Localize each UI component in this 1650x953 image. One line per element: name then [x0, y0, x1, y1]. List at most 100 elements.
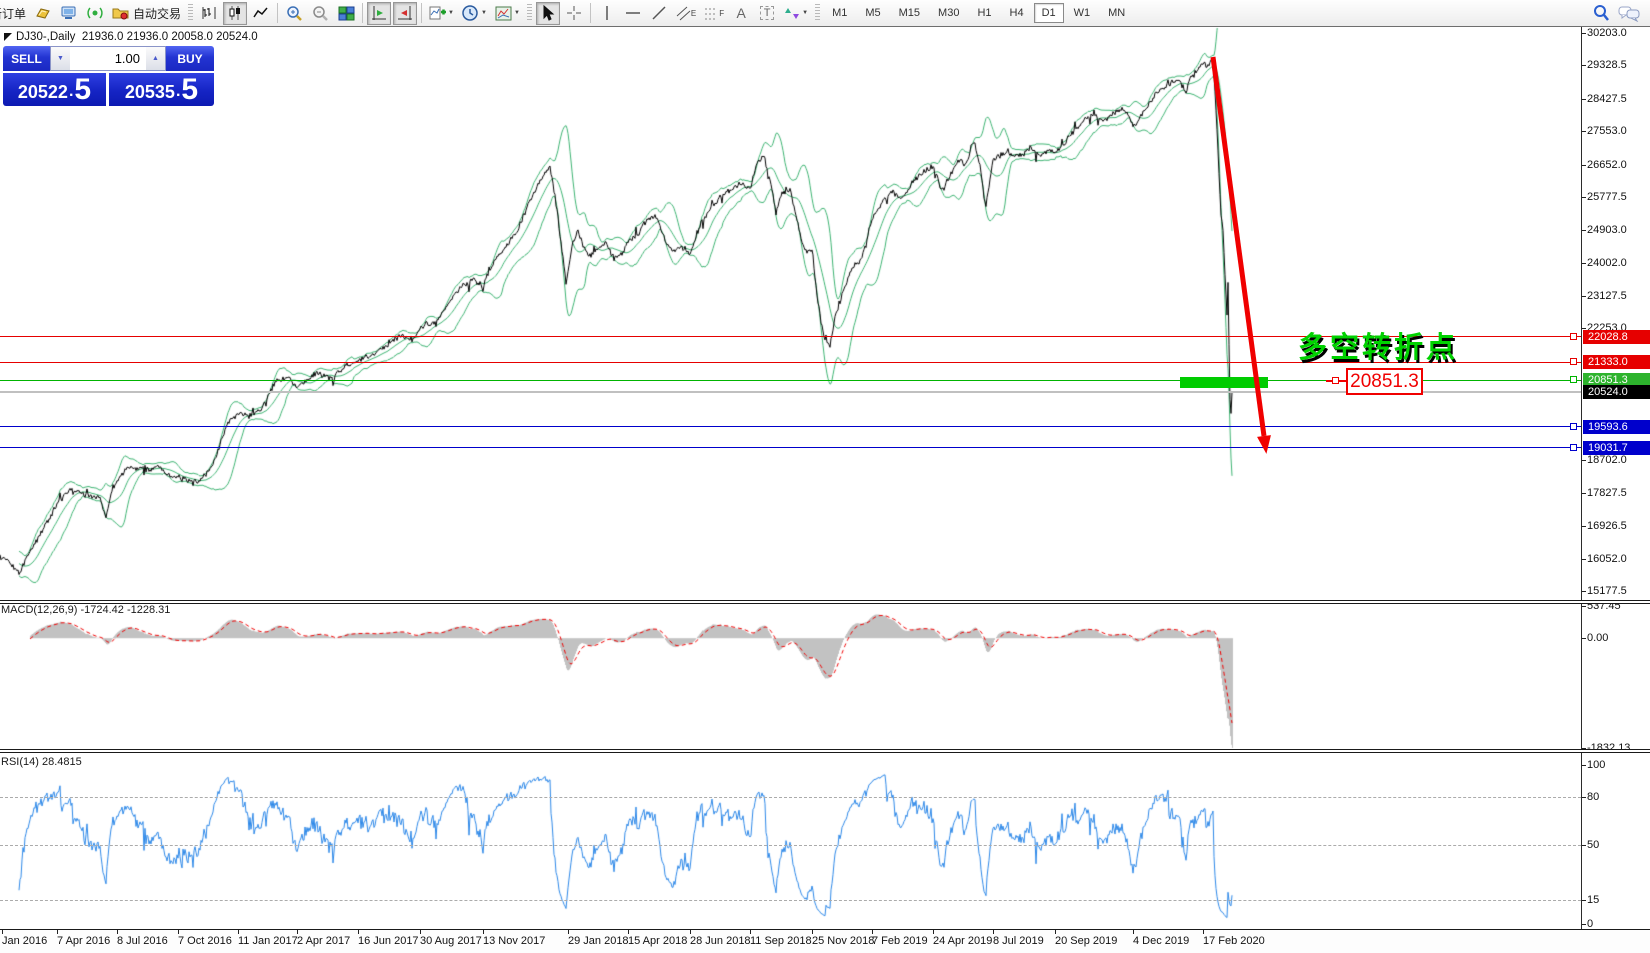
toolbar-right-group	[1588, 2, 1644, 25]
rsi-name: RSI(14)	[1, 756, 39, 768]
annotation-text[interactable]: 多空转折点	[1298, 332, 1459, 364]
auto-scroll-button[interactable]	[393, 1, 418, 25]
zoom-out-button[interactable]	[308, 2, 332, 25]
date-axis-tick	[933, 930, 934, 934]
line-end-marker	[1570, 332, 1577, 340]
date-axis-tick	[628, 930, 629, 934]
signals-icon[interactable]	[83, 2, 107, 25]
date-axis-label: 17 Feb 2020	[1203, 935, 1265, 947]
date-axis-label: 16 Jun 2017	[358, 935, 419, 947]
rsi-axis-tick	[1581, 796, 1586, 798]
zoom-in-button[interactable]	[282, 2, 306, 25]
volume-increase-button[interactable]: ▲	[146, 47, 165, 70]
new-order-button[interactable]: 新订单	[0, 2, 29, 25]
buy-price-display[interactable]: 20535 . 5	[109, 73, 214, 106]
timeframe-button-m5[interactable]: M5	[865, 7, 881, 19]
horizontal-line-object[interactable]	[0, 361, 1581, 363]
trendline-button[interactable]	[647, 2, 671, 25]
toolbar-separator	[277, 3, 279, 23]
price-tag: 20851.3	[1583, 373, 1650, 388]
horizontal-line-object[interactable]	[0, 447, 1581, 449]
date-axis-tick	[568, 930, 569, 934]
crosshair-button[interactable]	[562, 2, 586, 25]
vertical-line-button[interactable]	[595, 2, 619, 25]
fibonacci-button[interactable]: F	[701, 2, 727, 25]
horizontal-line-object[interactable]	[0, 379, 1581, 381]
volume-input[interactable]	[70, 47, 146, 70]
date-axis-label: 25 Nov 2018	[812, 935, 875, 947]
line-chart-button[interactable]	[249, 2, 273, 25]
sell-button[interactable]: SELL	[3, 46, 50, 71]
timeframe-button-w1[interactable]: W1	[1073, 7, 1091, 19]
date-axis-tick	[812, 930, 813, 934]
macd-value-main: -1724.42	[80, 604, 124, 616]
search-button[interactable]	[1589, 2, 1613, 25]
timeframe-button-m15[interactable]: M15	[898, 7, 921, 19]
rsi-label: RSI(14) 28.4815	[1, 756, 82, 768]
timeframe-button-h1[interactable]: H1	[977, 7, 992, 19]
templates-button[interactable]: ▼	[492, 2, 523, 25]
horizontal-line-object[interactable]	[0, 426, 1581, 428]
date-axis-tick	[238, 930, 239, 934]
fibo-f-glyph: F	[719, 8, 725, 18]
sell-price-display[interactable]: 20522 . 5	[3, 73, 106, 106]
buy-button[interactable]: BUY	[166, 46, 214, 71]
date-axis-label: 30 Aug 2017	[420, 935, 482, 947]
date-axis-tick	[297, 930, 298, 934]
chat-bubbles-icon	[1618, 6, 1640, 22]
toolbar-grip[interactable]	[815, 4, 821, 22]
date-axis[interactable]: Jan 2016 7 Apr 2016 8 Jul 2016 7 Oct 2016 11…	[0, 929, 1650, 953]
timeframe-button-h4[interactable]: H4	[1009, 7, 1024, 19]
horizontal-line-object[interactable]	[0, 391, 1581, 394]
timeframe-button-m1[interactable]: M1	[832, 7, 848, 19]
chart-shift-button[interactable]	[367, 1, 392, 25]
cursor-button[interactable]	[535, 1, 560, 25]
horizontal-line-button[interactable]	[621, 2, 645, 25]
horizontal-line-object[interactable]	[0, 336, 1581, 338]
timeframe-button-m30[interactable]: M30	[938, 7, 960, 19]
macd-name: MACD(12,26,9)	[1, 604, 78, 616]
timeframe-button-mn[interactable]: MN	[1108, 7, 1126, 19]
equidistant-channel-button[interactable]: E	[673, 2, 699, 25]
timeframe-group: M1 M5 M15 M30 H1 H4 D1 W1 MN	[823, 3, 1134, 23]
text-button[interactable]: A	[729, 2, 753, 25]
rsi-pane-separator[interactable]	[0, 749, 1650, 753]
text-label-button[interactable]: T	[755, 2, 779, 25]
macd-pane-separator[interactable]	[0, 600, 1650, 604]
channel-icon	[676, 6, 691, 20]
date-axis-label: 7 Apr 2016	[57, 935, 111, 947]
crosshair-icon	[566, 6, 581, 20]
volume-decrease-button[interactable]: ▼	[51, 47, 70, 70]
new-order-label: 新订单	[0, 6, 27, 21]
rsi-level-line	[0, 796, 1581, 798]
date-axis-label: 8 Jul 2016	[117, 935, 168, 947]
price-callout-box[interactable]: 20851.3	[1346, 368, 1423, 395]
bar-chart-button[interactable]	[197, 2, 221, 25]
mql5-community-icon[interactable]	[57, 2, 81, 25]
one-click-trading-panel: SELL ▼ ▲ BUY 20522 . 5 20535 . 5	[3, 46, 214, 106]
line-end-marker	[1570, 422, 1577, 430]
price-axis-label: 26652.0	[1587, 158, 1627, 171]
chart-area[interactable]	[0, 27, 1581, 932]
periods-button[interactable]: ▼	[459, 2, 490, 25]
auto-trading-button[interactable]: 自动交易	[109, 2, 184, 25]
date-axis-label: 2 Apr 2017	[297, 935, 351, 947]
arrows-button[interactable]: ▼	[781, 2, 811, 25]
green-highlight-bar[interactable]	[1180, 377, 1268, 388]
tile-windows-button[interactable]	[334, 2, 358, 25]
price-axis-tick	[1581, 65, 1586, 67]
vertical-line-icon	[606, 6, 608, 20]
chat-button[interactable]	[1615, 2, 1643, 25]
callout-anchor-square	[1332, 377, 1339, 384]
toolbar-grip[interactable]	[188, 4, 194, 22]
price-macd-rsi-canvas[interactable]	[0, 27, 1581, 929]
market-icon[interactable]	[31, 2, 55, 25]
rsi-axis-tick	[1581, 844, 1586, 846]
timeframe-button-d1[interactable]: D1	[1033, 3, 1064, 23]
price-axis-tick	[1581, 526, 1586, 528]
price-tag: 21333.0	[1583, 355, 1650, 370]
toolbar-grip[interactable]	[526, 4, 532, 22]
candlestick-chart-button[interactable]	[223, 1, 248, 25]
indicators-button[interactable]: ▼	[426, 2, 457, 25]
price-tag: 19031.7	[1583, 440, 1650, 455]
